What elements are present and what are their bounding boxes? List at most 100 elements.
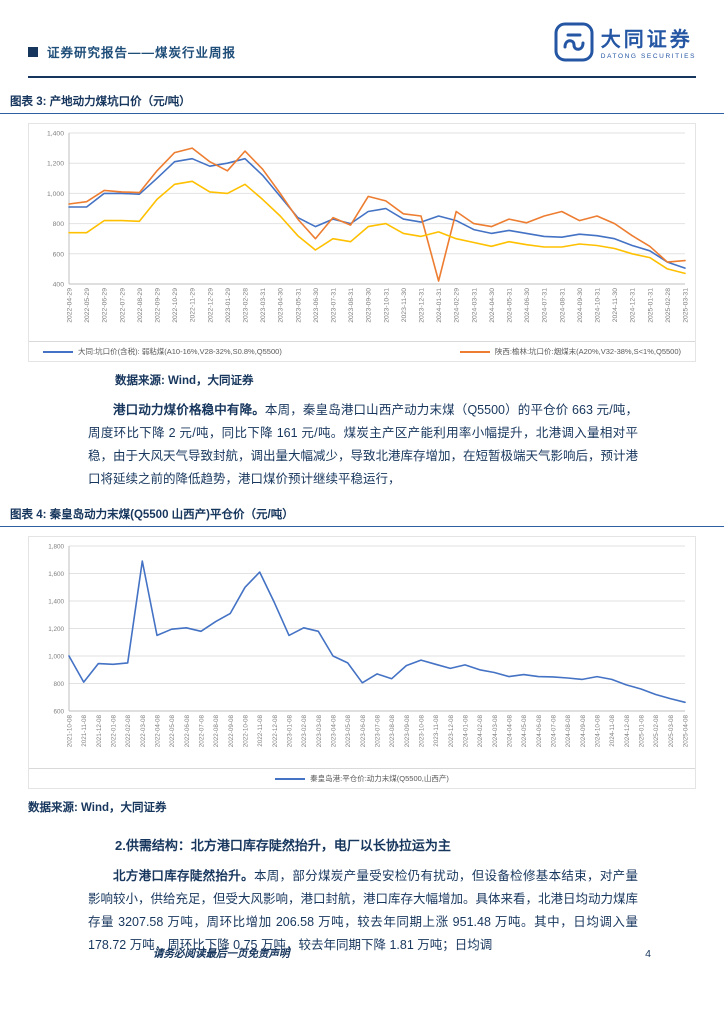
legend-label: 秦皇岛港:平仓价:动力末煤(Q5500,山西产) (310, 774, 449, 783)
svg-text:2021-12-08: 2021-12-08 (96, 715, 103, 748)
svg-text:2023-05-08: 2023-05-08 (345, 715, 352, 748)
svg-text:2023-04-30: 2023-04-30 (278, 288, 285, 323)
svg-text:2021-10-08: 2021-10-08 (67, 715, 74, 748)
svg-text:2024-12-31: 2024-12-31 (630, 288, 637, 323)
svg-text:1,200: 1,200 (47, 161, 64, 168)
square-bullet-icon (28, 46, 38, 57)
svg-text:2022-04-29: 2022-04-29 (67, 288, 74, 323)
svg-text:2023-08-08: 2023-08-08 (389, 715, 396, 748)
paragraph1-body: 本周，秦皇岛港口山西产动力末煤（Q5500）的平仓价 663 元/吨，周度环比下… (88, 403, 639, 486)
figure3-chart: 400 600 800 1,000 1,200 1,400 2022-04-29 2022-0… (47, 131, 690, 323)
legend-line-marker-icon (459, 350, 490, 353)
header-left: 证券研究报告——煤炭行业周报 (28, 42, 236, 67)
svg-text:2024-05-08: 2024-05-08 (521, 715, 528, 748)
svg-text:2022-02-08: 2022-02-08 (125, 715, 132, 748)
page-header: 证券研究报告——煤炭行业周报 大同证券 DATONG SECURITIES (28, 22, 696, 78)
svg-text:2024-06-08: 2024-06-08 (536, 715, 543, 748)
svg-text:2025-04-08: 2025-04-08 (683, 715, 690, 748)
svg-text:2024-04-08: 2024-04-08 (507, 715, 514, 748)
svg-text:1,000: 1,000 (47, 191, 64, 198)
disclaimer-text: 请务必阅读最后一页免责声明 (153, 948, 290, 960)
svg-text:1,000: 1,000 (48, 654, 64, 661)
brand-name-cn: 大同证券 (600, 28, 693, 51)
svg-text:2023-07-08: 2023-07-08 (375, 715, 382, 748)
svg-text:2022-09-08: 2022-09-08 (228, 715, 235, 748)
svg-text:2025-01-08: 2025-01-08 (639, 715, 646, 748)
svg-text:2025-01-31: 2025-01-31 (647, 288, 654, 323)
svg-text:2022-03-08: 2022-03-08 (140, 715, 147, 748)
svg-text:2023-01-08: 2023-01-08 (287, 715, 294, 748)
svg-text:2023-02-28: 2023-02-28 (243, 288, 250, 323)
legend-label: 大同:坑口价(含税): 弱粘煤(A10-16%,V28-32%,S0.8%,Q5… (78, 347, 282, 356)
figure3-source: 数据来源: Wind，大同证券 (115, 375, 254, 387)
svg-text:800: 800 (53, 221, 65, 228)
legend-item: 大同:坑口价(含税): 弱粘煤(A10-16%,V28-32%,S0.8%,Q5… (43, 346, 282, 357)
legend-label: 陕西:榆林:坑口价:烟煤末(A20%,V32-38%,S<1%,Q5500) (494, 347, 681, 356)
figure4-chart: 600 800 1,000 1,200 1,400 1,600 1,800 2021-10-0… (48, 544, 690, 748)
svg-text:2023-06-30: 2023-06-30 (313, 288, 320, 323)
svg-text:2023-02-08: 2023-02-08 (301, 715, 308, 748)
svg-text:2024-11-30: 2024-11-30 (612, 288, 619, 322)
svg-text:2023-06-08: 2023-06-08 (360, 715, 367, 748)
svg-text:2024-02-08: 2024-02-08 (477, 715, 484, 748)
svg-text:2022-11-29: 2022-11-29 (190, 288, 197, 322)
svg-text:2024-02-29: 2024-02-29 (454, 288, 461, 323)
svg-text:2023-09-08: 2023-09-08 (404, 715, 411, 748)
legend-line-marker-icon (43, 350, 73, 353)
port-price-paragraph: 港口动力煤价格稳中有降。本周，秦皇岛港口山西产动力末煤（Q5500）的平仓价 6… (88, 399, 638, 491)
brand-block: 大同证券 DATONG SECURITIES (554, 22, 696, 67)
svg-text:2022-11-08: 2022-11-08 (257, 715, 264, 747)
figure4-source: 数据来源: Wind，大同证券 (28, 802, 167, 814)
svg-text:2024-05-31: 2024-05-31 (507, 288, 514, 323)
svg-text:2022-08-08: 2022-08-08 (213, 715, 220, 748)
svg-text:2023-10-31: 2023-10-31 (383, 288, 390, 323)
svg-text:2022-12-29: 2022-12-29 (207, 288, 214, 323)
paragraph1-lead: 港口动力煤价格稳中有降。 (113, 403, 265, 417)
figure3-legend: 大同:坑口价(含税): 弱粘煤(A10-16%,V28-32%,S0.8%,Q5… (29, 341, 695, 361)
svg-text:1,600: 1,600 (48, 571, 64, 578)
svg-text:2022-04-08: 2022-04-08 (155, 715, 162, 748)
datong-securities-logo-icon (554, 22, 594, 67)
svg-text:1,400: 1,400 (48, 599, 64, 606)
section2-heading: 2.供需结构：北方港口库存陡然抬升，电厂以长协拉运为主 (115, 838, 451, 853)
figure4-legend: 秦皇岛港:平仓价:动力末煤(Q5500,山西产) (29, 768, 695, 788)
svg-text:2022-06-08: 2022-06-08 (184, 715, 191, 748)
svg-text:400: 400 (53, 282, 65, 289)
page-number: 4 (645, 947, 651, 960)
svg-text:600: 600 (53, 709, 64, 716)
figure4-chart-box: 600 800 1,000 1,200 1,400 1,600 1,800 2021-10-0… (28, 536, 696, 789)
svg-text:2022-08-29: 2022-08-29 (137, 288, 144, 323)
brand-name-en: DATONG SECURITIES (600, 52, 696, 60)
svg-text:1,400: 1,400 (47, 131, 64, 138)
legend-item: 秦皇岛港:平仓价:动力末煤(Q5500,山西产) (275, 773, 449, 784)
report-series-title: 证券研究报告——煤炭行业周报 (47, 46, 237, 60)
legend-line-marker-icon (275, 777, 306, 780)
svg-text:2023-03-31: 2023-03-31 (260, 288, 267, 323)
svg-text:2022-10-08: 2022-10-08 (243, 715, 250, 748)
svg-text:2023-08-31: 2023-08-31 (348, 288, 355, 323)
figure3-caption: 图表 3: 产地动力煤坑口价（元/吨） (0, 93, 724, 114)
svg-text:800: 800 (53, 681, 64, 688)
svg-text:2025-02-28: 2025-02-28 (665, 288, 672, 323)
paragraph2-lead: 北方港口库存陡然抬升。 (113, 869, 254, 883)
svg-text:2024-03-08: 2024-03-08 (492, 715, 499, 748)
svg-text:2022-10-29: 2022-10-29 (172, 288, 179, 323)
svg-text:2022-07-08: 2022-07-08 (199, 715, 206, 748)
svg-text:2024-07-31: 2024-07-31 (542, 288, 549, 323)
svg-text:2023-11-30: 2023-11-30 (401, 288, 408, 322)
svg-text:2025-03-31: 2025-03-31 (683, 288, 690, 323)
svg-text:2024-11-08: 2024-11-08 (609, 715, 616, 747)
svg-text:2025-03-08: 2025-03-08 (668, 715, 675, 748)
svg-text:1,800: 1,800 (48, 544, 64, 551)
svg-text:2024-01-31: 2024-01-31 (436, 288, 443, 323)
svg-text:2024-10-31: 2024-10-31 (595, 288, 602, 323)
svg-text:1,200: 1,200 (48, 626, 64, 633)
brand-text: 大同证券 DATONG SECURITIES (601, 29, 696, 60)
svg-text:2023-05-31: 2023-05-31 (295, 288, 302, 323)
svg-text:2023-11-08: 2023-11-08 (433, 715, 440, 747)
svg-text:600: 600 (53, 251, 65, 258)
svg-text:2022-07-29: 2022-07-29 (119, 288, 126, 323)
svg-text:2022-12-08: 2022-12-08 (272, 715, 279, 748)
svg-text:2022-09-29: 2022-09-29 (155, 288, 162, 323)
